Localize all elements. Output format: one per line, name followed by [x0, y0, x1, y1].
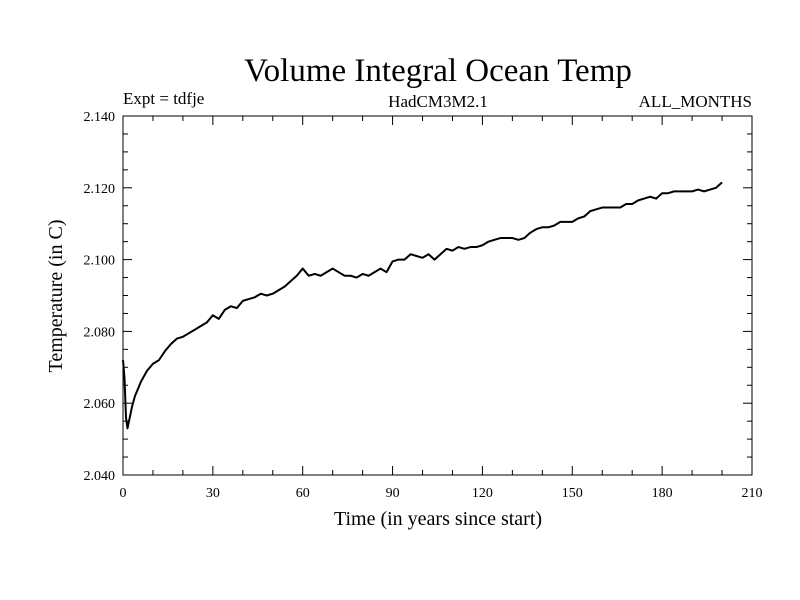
chart-title: Volume Integral Ocean Temp	[244, 53, 632, 89]
x-tick-label: 180	[652, 486, 673, 501]
axis-ticks	[122, 115, 753, 476]
x-tick-labels: 0 30 60 90 120 150 180 210	[120, 486, 763, 501]
x-tick-label: 60	[296, 486, 310, 501]
y-tick-label: 2.100	[84, 254, 116, 269]
x-tick-label: 90	[386, 486, 400, 501]
y-tick-label: 2.120	[84, 182, 116, 197]
x-tick-label: 210	[742, 486, 763, 501]
x-axis-label: Time (in years since start)	[334, 508, 542, 530]
model-label: HadCM3M2.1	[388, 92, 488, 111]
x-tick-label: 30	[206, 486, 220, 501]
y-tick-label: 2.140	[84, 110, 116, 125]
y-tick-labels: 2.040 2.060 2.080 2.100 2.120 2.140	[84, 110, 116, 484]
experiment-label: Expt = tdfje	[123, 89, 204, 108]
y-tick-label: 2.080	[84, 325, 116, 340]
months-label: ALL_MONTHS	[639, 92, 752, 111]
plot-frame	[122, 115, 753, 476]
y-axis-label: Temperature (in C)	[45, 220, 67, 373]
x-tick-label: 0	[120, 486, 127, 501]
y-tick-label: 2.060	[84, 397, 116, 412]
x-tick-label: 120	[472, 486, 493, 501]
x-tick-label: 150	[562, 486, 583, 501]
series-line-temperature	[122, 181, 723, 430]
y-tick-label: 2.040	[84, 469, 116, 484]
